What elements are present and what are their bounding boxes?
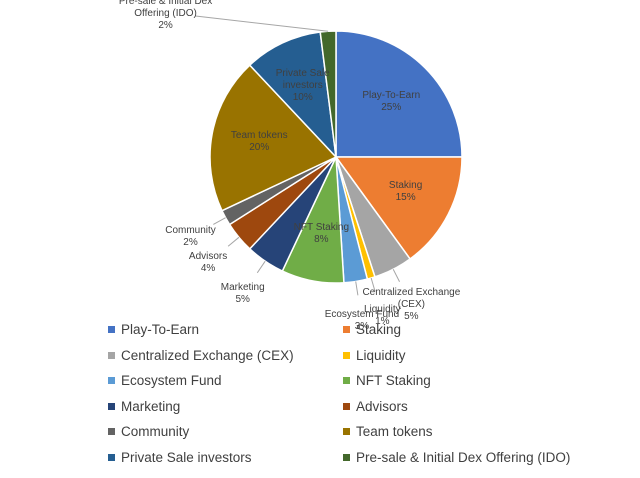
label-value: 8%	[314, 233, 329, 245]
data-label: Community 2%	[136, 225, 246, 249]
data-label: NFT Staking 8%	[281, 222, 361, 246]
label-name: Advisors	[188, 250, 228, 262]
legend-text: Advisors	[356, 398, 408, 414]
data-label: Pre-sale & Initial Dex Offering (IDO) 2%	[111, 0, 221, 32]
pie-slice	[335, 30, 463, 158]
legend-item: Advisors	[343, 399, 408, 414]
legend-text: Team tokens	[356, 424, 433, 439]
legend-item: Private Sale investors	[108, 450, 252, 465]
label-value: 15%	[395, 192, 416, 204]
leader-line	[227, 236, 240, 247]
legend-item: Centralized Exchange (CEX)	[108, 348, 294, 363]
legend-item: Ecosystem Fund	[108, 373, 222, 388]
label-name: Pre-sale & Initial Dex Offering (IDO)	[118, 0, 213, 19]
leader-line	[392, 269, 401, 282]
label-name: Play-To-Earn	[362, 89, 421, 101]
label-name: Team tokens	[230, 130, 288, 142]
legend-marker	[343, 428, 350, 435]
legend-marker	[343, 326, 350, 333]
legend-marker	[343, 453, 350, 461]
legend-text: Marketing	[121, 398, 181, 414]
label-name: Marketing	[220, 282, 265, 294]
legend-text: Centralized Exchange (CEX)	[121, 347, 294, 363]
data-label: Ecosystem Fund 3%	[307, 309, 417, 333]
data-label: Play-To-Earn 25%	[351, 90, 431, 114]
label-name: Centralized Exchange (CEX)	[362, 286, 461, 310]
legend-item: NFT Staking	[343, 373, 431, 388]
data-label: Private Sale investors 10%	[263, 68, 343, 104]
data-label: Team tokens 20%	[219, 130, 299, 154]
pie-slice	[334, 156, 463, 260]
pie-slice	[209, 64, 338, 212]
legend-text: Pre-sale & Initial Dex Offering (IDO)	[356, 449, 571, 465]
legend-marker	[108, 326, 115, 333]
legend-marker	[108, 428, 115, 435]
legend-item: Pre-sale & Initial Dex Offering (IDO)	[343, 450, 570, 465]
leader-line	[355, 281, 359, 296]
label-name: Staking	[388, 180, 423, 192]
data-label: Marketing 5%	[188, 282, 298, 306]
legend-item: Marketing	[108, 399, 180, 414]
legend-text: Play-To-Earn	[121, 322, 200, 337]
leader-line	[195, 15, 329, 32]
label-value: 1%	[375, 316, 390, 328]
data-label: Centralized Exchange (CEX) 5%	[356, 287, 466, 323]
legend-marker	[343, 377, 350, 384]
data-label: Advisors 4%	[153, 251, 263, 275]
legend-marker	[108, 351, 115, 359]
label-value: 5%	[235, 294, 250, 306]
label-name: Ecosystem Fund	[324, 308, 400, 320]
legend-item: Community	[108, 424, 189, 439]
legend-text: Ecosystem Fund	[121, 373, 222, 388]
legend-text: Liquidity	[356, 347, 406, 363]
label-name: Community	[165, 224, 216, 236]
label-value: 5%	[404, 310, 419, 322]
legend-item: Staking	[343, 322, 401, 337]
label-name: Liquidity	[363, 304, 401, 316]
leader-line	[256, 260, 266, 274]
label-value: 25%	[381, 101, 402, 113]
legend-marker	[108, 453, 115, 461]
legend-text: NFT Staking	[356, 373, 431, 388]
label-name: Private Sale investors	[275, 68, 330, 92]
data-label: Liquidity 1%	[327, 304, 437, 328]
label-value: 2%	[183, 236, 198, 248]
legend-marker	[108, 377, 115, 384]
pie-slice	[248, 31, 338, 160]
label-value: 3%	[354, 320, 370, 332]
legend-text: Community	[121, 424, 190, 439]
legend-item: Play-To-Earn	[108, 322, 199, 337]
legend-marker	[343, 351, 350, 359]
legend-item: Team tokens	[343, 424, 433, 439]
label-name: NFT Staking	[293, 221, 350, 233]
leader-line	[213, 217, 226, 225]
leader-line	[370, 277, 376, 292]
legend-text: Private Sale investors	[121, 449, 252, 465]
label-value: 2%	[158, 20, 173, 31]
data-label: Staking 15%	[366, 180, 446, 204]
legend-item: Liquidity	[343, 348, 406, 363]
legend-marker	[108, 402, 115, 410]
label-value: 20%	[249, 142, 270, 154]
legend-text: Staking	[356, 322, 402, 337]
label-value: 10%	[292, 92, 313, 104]
label-value: 4%	[200, 262, 216, 274]
legend-marker	[343, 402, 350, 410]
